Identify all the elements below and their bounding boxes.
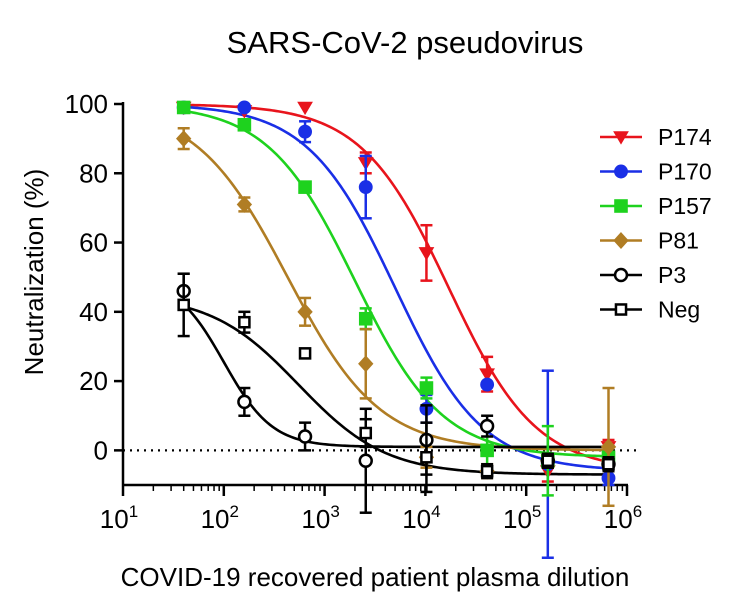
legend-marker-p81 [613,232,629,249]
x-tick-label: 102 [201,502,239,534]
legend-label-neg: Neg [658,297,700,323]
point-p3 [297,429,313,444]
fit-curve-p157 [182,109,610,458]
legend-label-p3: P3 [658,262,686,288]
x-tick-label: 106 [604,502,642,534]
x-tick-label: 105 [503,502,541,534]
legend-label-p174: P174 [658,124,712,150]
point-neg [359,426,373,440]
point-p81 [236,196,253,213]
legend-marker-p3 [613,267,629,283]
point-p174 [479,368,496,382]
point-neg [238,315,251,329]
legend-label-p170: P170 [658,159,712,185]
x-tick-label: 101 [100,502,138,534]
x-tick-label: 104 [402,502,440,534]
point-neg [541,454,555,468]
point-p3 [479,418,495,434]
fit-curve-p174 [182,103,611,464]
point-p157 [480,443,494,458]
y-tick-label: 60 [79,228,108,258]
fit-curve-p3 [181,302,610,449]
legend-label-p157: P157 [658,193,712,219]
point-p81 [358,355,374,373]
point-p81 [600,438,617,456]
point-p157 [419,381,434,395]
point-p3 [237,394,252,410]
x-axis-label: COVID-19 recovered patient plasma diluti… [121,562,630,592]
fit-curve-neg [182,305,610,476]
x-tick-label: 103 [301,502,339,534]
legend-label-p81: P81 [658,228,699,254]
point-p170 [480,377,495,392]
point-p174 [418,247,435,261]
legend-marker-neg [614,303,628,316]
point-neg [298,347,312,360]
point-p81 [297,303,313,321]
fit-curve-p81 [181,134,610,452]
point-neg [480,464,494,478]
point-p3 [358,453,373,468]
point-p170 [298,124,313,139]
point-p157 [237,117,252,132]
legend-marker-p170 [614,164,628,179]
point-p174 [297,101,313,116]
legend-marker-p157 [614,199,628,213]
point-p157 [358,311,373,326]
y-tick-label: 0 [94,435,108,465]
point-p157 [298,180,312,194]
legend: P174 P170 P157 P81 P3 Neg [600,124,712,323]
legend-marker-p174 [613,131,629,145]
point-p170 [358,180,373,195]
fit-curve-p170 [182,105,610,470]
point-p170 [237,100,252,115]
plot-area: 0 20 40 60 80 100 101 102 103 104 105 106 [65,89,642,559]
chart-title: SARS-CoV-2 pseudovirus [227,25,584,60]
point-p81 [176,130,192,148]
y-tick-label: 100 [65,89,108,119]
point-neg [420,451,433,464]
y-axis-label: Neutralization (%) [19,169,49,376]
point-neg [602,457,615,471]
point-p157 [176,100,191,115]
point-neg [177,298,190,312]
y-tick-label: 80 [79,158,108,188]
y-tick-label: 20 [79,366,108,396]
y-tick-label: 40 [79,297,108,327]
